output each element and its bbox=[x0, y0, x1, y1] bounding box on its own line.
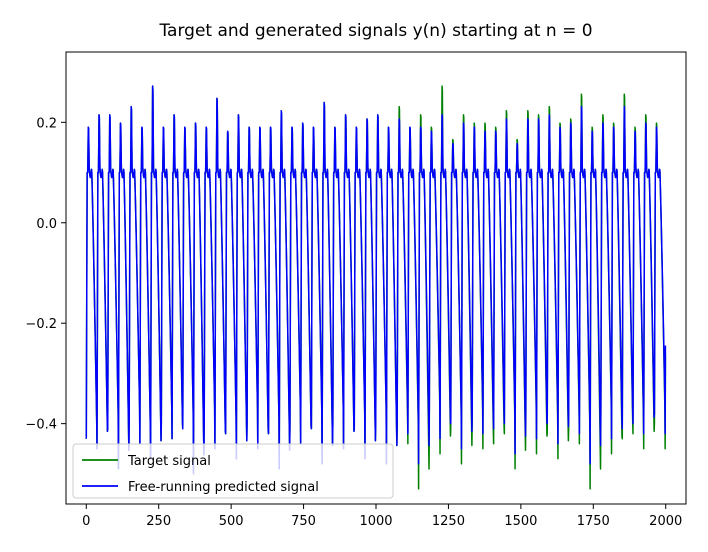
x-axis: 0 250 500 750 1000 1250 1500 1750 2000 bbox=[82, 504, 682, 529]
chart-title: Target and generated signals y(n) starti… bbox=[158, 21, 592, 41]
x-tick-label: 0 bbox=[82, 514, 90, 529]
y-tick-label: −0.2 bbox=[25, 317, 57, 332]
y-tick-label: −0.4 bbox=[25, 418, 57, 433]
x-tick-label: 250 bbox=[146, 514, 171, 529]
legend-label: Free-running predicted signal bbox=[128, 480, 319, 495]
y-axis: −0.4 −0.2 0.0 0.2 bbox=[25, 116, 66, 433]
series-layer bbox=[85, 85, 667, 490]
x-tick-label: 1500 bbox=[504, 514, 537, 529]
x-tick-label: 1000 bbox=[359, 514, 392, 529]
x-tick-label: 1750 bbox=[577, 514, 610, 529]
legend-box bbox=[72, 443, 394, 499]
legend-label: Target signal bbox=[127, 454, 211, 469]
x-tick-label: 2000 bbox=[649, 514, 682, 529]
x-tick-label: 750 bbox=[291, 514, 316, 529]
y-tick-label: 0.0 bbox=[36, 217, 57, 232]
series-line-predicted bbox=[85, 85, 667, 475]
legend: Target signal Free-running predicted sign… bbox=[72, 443, 394, 499]
x-tick-label: 500 bbox=[219, 514, 244, 529]
plot-area bbox=[65, 51, 687, 505]
x-tick-label: 1250 bbox=[432, 514, 465, 529]
y-tick-label: 0.2 bbox=[36, 116, 57, 131]
